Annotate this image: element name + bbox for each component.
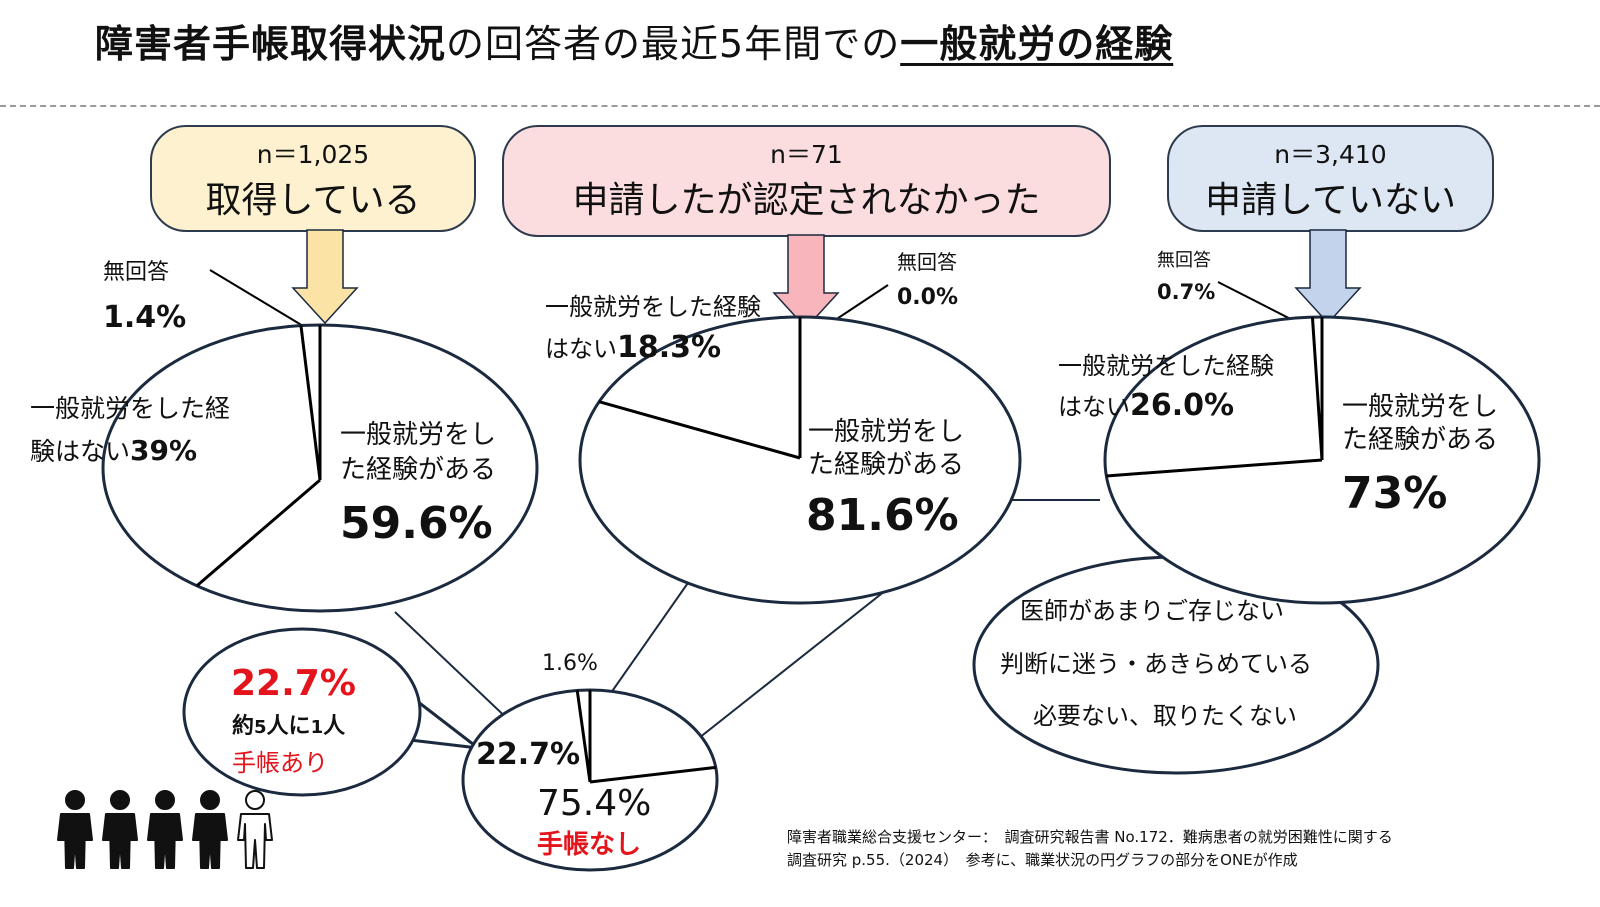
callout-left-line2: 約5人に1人: [232, 714, 345, 740]
group-n: n＝1,025: [256, 140, 370, 169]
person-icon-1-body: [57, 813, 93, 869]
pie-techo: [461, 688, 719, 872]
person-outline-icon-body: [237, 813, 273, 869]
person-icon-1: [57, 790, 93, 869]
p4-none-value: 75.4%: [537, 783, 652, 824]
p2-no-label-2-text: はない: [545, 335, 617, 363]
title-part2: の回答者の最近5年間での: [446, 22, 901, 66]
title-part1: 障害者手帳取得状況: [95, 22, 447, 66]
p1-no-label-1: 一般就労をした経: [30, 394, 231, 423]
p2-yes-label-2: た経験がある: [808, 450, 965, 480]
page-title: 障害者手帳取得状況の回答者の最近5年間での一般就労の経験: [95, 22, 1173, 68]
pie-techo-slice-2: [575, 690, 592, 783]
person-icon-3: [147, 790, 183, 869]
callout-right-line3: 必要ない、取りたくない: [1033, 702, 1297, 730]
p1-noans-value: 1.4%: [103, 300, 187, 335]
person-icon-4-body: [192, 813, 228, 869]
pie-obtained: [101, 323, 539, 613]
pie-not-applied-slice-1: [1106, 458, 1323, 478]
p3-yes-value: 73%: [1342, 468, 1448, 519]
down-arrow-yellow-icon: [291, 229, 359, 325]
pie-obtained-slice-1: [195, 478, 321, 587]
callout-left-l2d: 1: [310, 717, 324, 738]
p4-have-value: 22.7%: [476, 737, 581, 772]
title-part3: 一般就労の経験: [900, 22, 1174, 66]
pie-not-applied-slice-2: [1310, 317, 1324, 461]
p2-yes-label-1: 一般就労をし: [808, 417, 965, 447]
callout-left-pct: 22.7%: [231, 663, 356, 704]
p1-noans-head: 無回答: [103, 260, 170, 285]
pie-not-certified: [578, 315, 1022, 605]
p2-no-label-2: はない18.3%: [545, 330, 721, 366]
person-icon-3-head: [155, 790, 175, 810]
group-pill-not-applied: n＝3,410 申請していない: [1167, 125, 1494, 232]
dashed-divider: [0, 105, 1600, 107]
p3-no-label-2: はない26.0%: [1058, 388, 1234, 424]
p1-yes-value: 59.6%: [340, 498, 493, 549]
p3-yes-label-2: た経験がある: [1342, 425, 1499, 455]
callout-left-bubble-body: [182, 627, 422, 797]
connector-line-1: [394, 611, 516, 727]
callout-left-line3: 手帳あり: [232, 749, 328, 777]
source-line2: 調査研究 p.55.（2024） 参考に、職業状況の円グラフの部分をONEが作成: [787, 851, 1298, 869]
down-arrow-pink-icon: [772, 234, 840, 330]
p3-no-label-2-text: はない: [1058, 393, 1130, 421]
person-icon-2: [102, 790, 138, 869]
p2-no-label-1: 一般就労をした経験: [545, 293, 761, 321]
callout-left-l2e: 人: [323, 714, 346, 739]
pie-obtained-slice-2: [299, 325, 322, 481]
source-line1: 障害者職業総合支援センター： 調査研究報告書 No.172．難病患者の就労困難性…: [787, 828, 1393, 846]
group-pill-not-certified: n＝71 申請したが認定されなかった: [502, 125, 1111, 237]
p2-yes-value: 81.6%: [806, 490, 959, 541]
person-icon-4-head: [200, 790, 220, 810]
group-pill-obtained: n＝1,025 取得している: [150, 125, 476, 232]
p3-noans-head: 無回答: [1157, 250, 1211, 271]
source-note: 障害者職業総合支援センター： 調査研究報告書 No.172．難病患者の就労困難性…: [787, 826, 1393, 872]
person-icon-2-body: [102, 813, 138, 869]
p3-yes-label-1: 一般就労をし: [1342, 392, 1499, 422]
group-n: n＝3,410: [1274, 140, 1387, 169]
pie-not-applied: [1103, 315, 1541, 605]
p3-no-label-1: 一般就労をした経験: [1058, 352, 1274, 380]
p2-noans-head: 無回答: [897, 250, 957, 274]
person-outline-icon: [237, 790, 273, 869]
person-outline-icon-head: [245, 790, 265, 810]
callout-right-line2: 判断に迷う・あきらめている: [1000, 650, 1312, 678]
p1-no-value: 39%: [130, 434, 198, 467]
p4-small-value: 1.6%: [542, 651, 598, 676]
p4-none-label: 手帳なし: [537, 830, 642, 860]
pie-not-certified-slice-1: [598, 400, 801, 460]
callout-right-line1: 医師があまりご存じない: [1020, 597, 1284, 625]
p3-noans-value: 0.7%: [1157, 280, 1216, 304]
pie-techo-slice-1: [589, 765, 716, 784]
p1-no-label-2-text: 験はない: [30, 437, 131, 466]
group-label: 申請していない: [1205, 180, 1456, 221]
group-label: 申請したが認定されなかった: [572, 180, 1041, 221]
p2-noans-value: 0.0%: [897, 285, 959, 310]
callout-left-bubble: [182, 627, 480, 797]
person-icon-1-head: [65, 790, 85, 810]
p2-no-value: 18.3%: [617, 330, 722, 365]
down-arrow-blue-icon: [1294, 229, 1362, 325]
group-n: n＝71: [770, 140, 843, 169]
p3-no-value: 26.0%: [1130, 388, 1235, 423]
person-icon-3-body: [147, 813, 183, 869]
person-icon-2-head: [110, 790, 130, 810]
callout-left-l2c: 人に: [266, 714, 311, 739]
callout-left-l2b: 5: [254, 717, 267, 738]
callout-left-l2a: 約: [232, 714, 255, 739]
p1-yes-label-2: た経験がある: [340, 455, 497, 485]
p1-no-label-2: 験はない39%: [30, 434, 197, 468]
p1-yes-label-1: 一般就労をし: [340, 420, 497, 450]
person-icon-4: [192, 790, 228, 869]
group-label: 取得している: [205, 180, 421, 221]
